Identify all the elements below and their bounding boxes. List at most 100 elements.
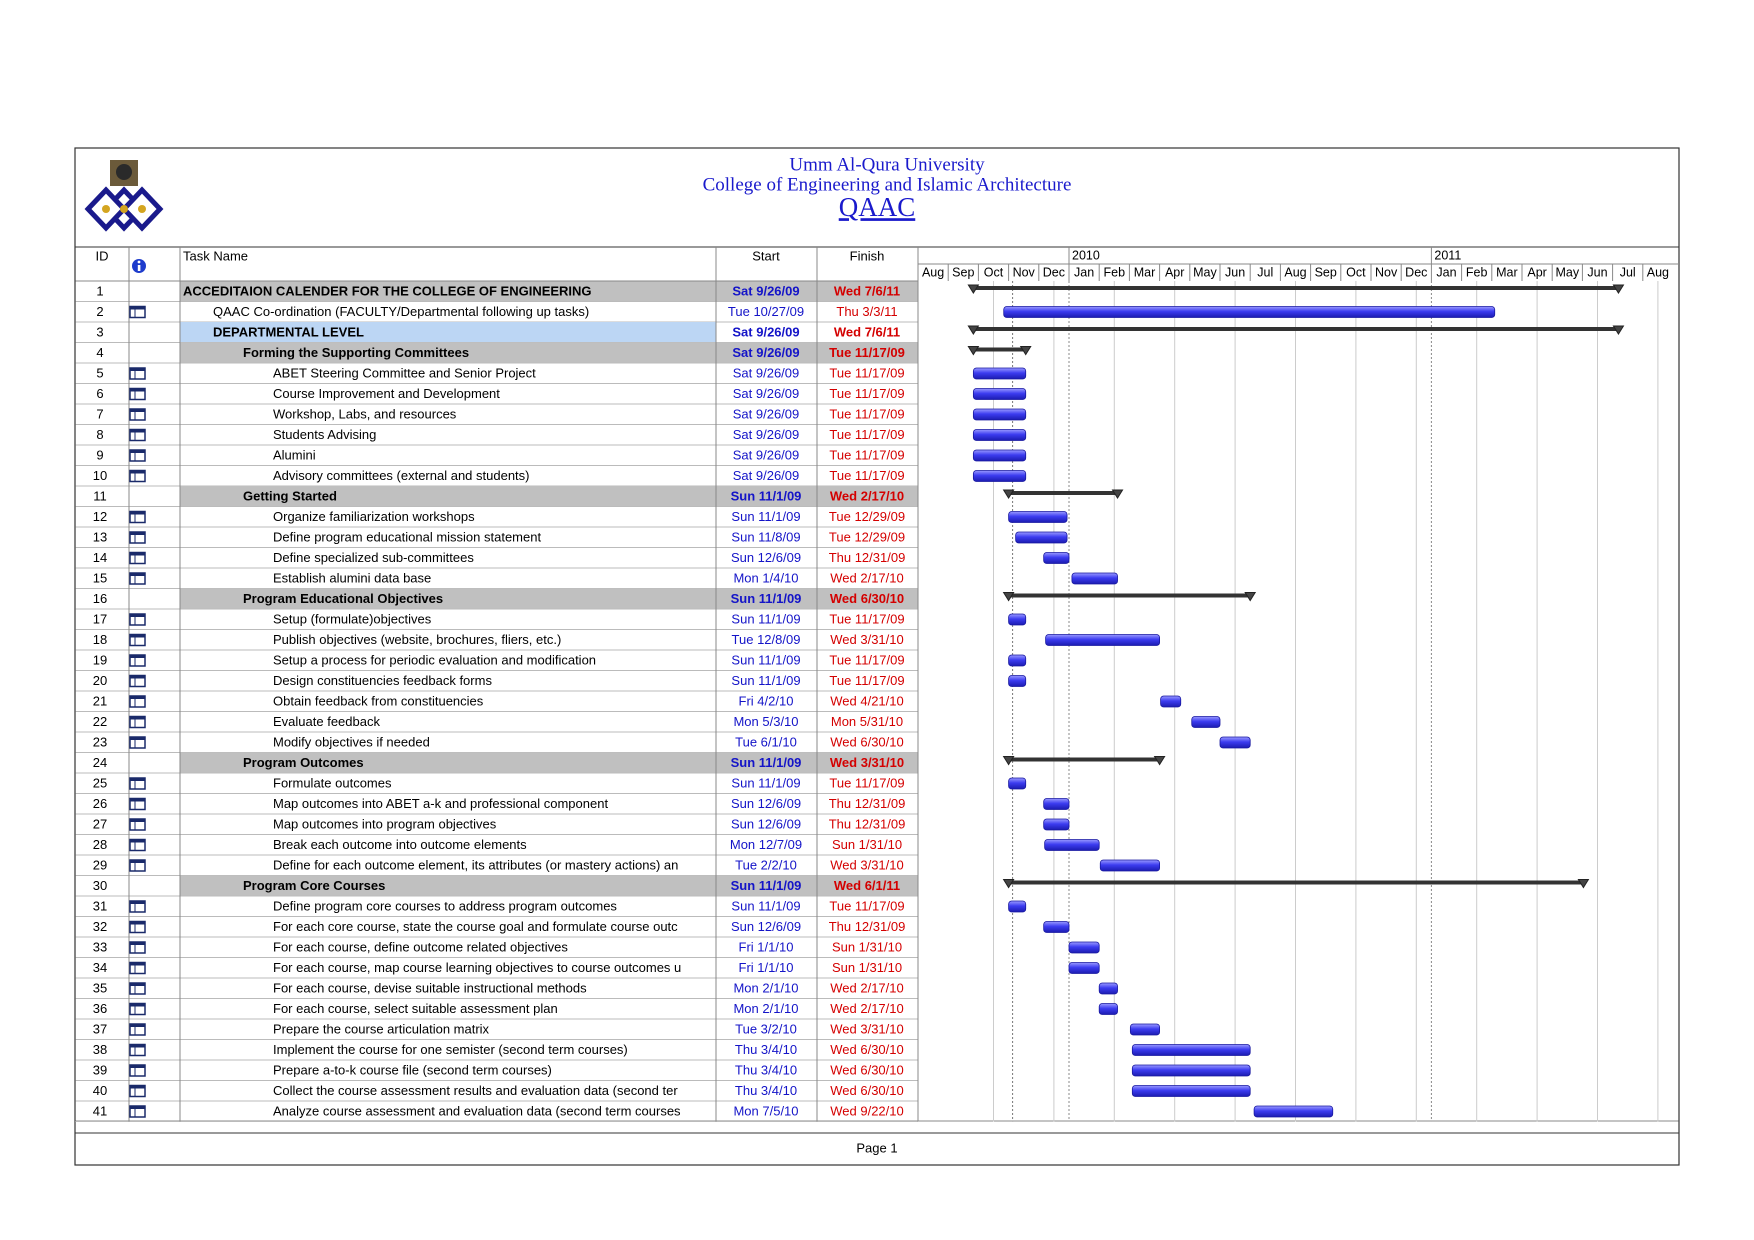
task-id: 10	[93, 468, 107, 483]
column-header: ID	[96, 248, 109, 263]
task-name: Collect the course assessment results an…	[273, 1083, 678, 1098]
task-bar	[972, 429, 1027, 441]
task-start: Sun 11/1/09	[731, 591, 802, 606]
month-label: Jun	[1225, 265, 1245, 279]
task-name: Analyze course assessment and evaluation…	[273, 1104, 681, 1119]
task-finish: Wed 6/30/10	[830, 1083, 903, 1098]
task-start: Sun 11/1/09	[731, 878, 802, 893]
task-finish: Thu 3/3/11	[836, 304, 897, 319]
task-finish: Tue 11/17/09	[829, 776, 904, 791]
task-name: Break each outcome into outcome elements	[273, 837, 527, 852]
month-label: May	[1555, 265, 1579, 279]
summary-bar	[973, 286, 1619, 290]
task-icon-bar	[130, 409, 145, 412]
task-start: Sun 12/6/09	[731, 817, 801, 832]
task-bar	[1045, 634, 1161, 646]
task-id: 33	[93, 940, 107, 955]
task-bar	[1043, 798, 1070, 810]
summary-marker	[1002, 489, 1015, 499]
task-finish: Wed 2/17/10	[830, 489, 904, 504]
task-id: 1	[96, 284, 103, 299]
task-start: Sun 12/6/09	[731, 796, 801, 811]
row-summary-bg	[180, 281, 918, 302]
task-finish: Sun 1/31/10	[832, 837, 902, 852]
task-bar	[972, 388, 1027, 400]
task-icon-bar	[130, 1003, 145, 1007]
task-id: 19	[93, 653, 107, 668]
task-icon-bar	[130, 839, 145, 843]
task-icon-bar	[130, 429, 145, 433]
task-finish: Wed 3/31/10	[830, 755, 904, 770]
task-icon-bar	[130, 921, 145, 925]
task-id: 30	[93, 878, 107, 893]
task-name: Organize familiarization workshops	[273, 509, 475, 524]
task-icon-bar	[130, 983, 145, 986]
task-id: 8	[96, 427, 103, 442]
task-bar	[1044, 839, 1100, 851]
month-label: Jul	[1620, 265, 1636, 279]
task-id: 40	[93, 1083, 107, 1098]
task-bar	[1068, 962, 1100, 974]
task-finish: Wed 6/1/11	[834, 878, 900, 893]
task-finish: Tue 11/17/09	[829, 612, 904, 627]
task-finish: Tue 12/29/09	[829, 530, 905, 545]
task-id: 24	[93, 755, 107, 770]
task-name: Obtain feedback from constituencies	[273, 694, 484, 709]
task-id: 15	[93, 571, 107, 586]
task-start: Fri 1/1/10	[739, 960, 794, 975]
footer-text: Page 1	[856, 1140, 897, 1155]
task-name: Define for each outcome element, its att…	[273, 858, 678, 873]
task-icon-bar	[130, 716, 145, 720]
task-icon-bar	[130, 860, 145, 863]
task-id: 34	[93, 960, 107, 975]
task-start: Sun 11/1/09	[731, 612, 800, 627]
task-name: Formulate outcomes	[273, 776, 392, 791]
logo	[84, 160, 164, 232]
task-icon-bar	[130, 532, 145, 535]
task-bar	[1008, 613, 1027, 626]
month-label: Dec	[1043, 265, 1065, 279]
task-name: Publish objectives (website, brochures, …	[273, 632, 561, 647]
task-finish: Sun 1/31/10	[832, 940, 902, 955]
task-name: Setup (formulate)objectives	[273, 612, 432, 627]
task-id: 39	[93, 1063, 107, 1078]
task-id: 32	[93, 919, 107, 934]
task-finish: Thu 12/31/09	[829, 817, 906, 832]
task-name: Map outcomes into ABET a-k and professio…	[273, 796, 608, 811]
year-label: 2011	[1434, 248, 1461, 262]
task-id: 27	[93, 817, 107, 832]
task-name: Prepare a-to-k course file (second term …	[273, 1063, 552, 1078]
task-id: 41	[93, 1104, 107, 1119]
task-name: Design constituencies feedback forms	[273, 673, 492, 688]
info-icon	[132, 259, 146, 273]
task-start: Sun 11/1/09	[731, 899, 800, 914]
task-id: 31	[93, 899, 107, 914]
task-id: 17	[93, 612, 107, 627]
task-start: Thu 3/4/10	[735, 1063, 797, 1078]
task-start: Sun 11/1/09	[731, 653, 800, 668]
task-name: Students Advising	[273, 427, 376, 442]
summary-bar	[1008, 880, 1584, 885]
summary-marker	[967, 325, 980, 335]
task-name: For each course, map course learning obj…	[273, 960, 681, 975]
summary-bar	[1008, 757, 1160, 762]
task-start: Sun 11/1/09	[731, 755, 802, 770]
task-icon-bar	[130, 798, 145, 802]
task-finish: Wed 3/31/10	[830, 1022, 903, 1037]
task-name: Implement the course for one semister (s…	[273, 1042, 628, 1057]
task-bar	[1003, 306, 1496, 318]
task-icon-bar	[130, 552, 145, 556]
task-finish: Tue 11/17/09	[829, 468, 904, 483]
task-icon-bar	[130, 655, 145, 658]
month-label: Jul	[1257, 265, 1273, 279]
task-finish: Wed 7/6/11	[834, 325, 900, 340]
task-finish: Tue 11/17/09	[829, 407, 904, 422]
task-start: Sun 11/1/09	[731, 509, 800, 524]
task-name: Modify objectives if needed	[273, 735, 430, 750]
task-icon-bar	[130, 819, 145, 822]
task-name: For each course, select suitable assessm…	[273, 1001, 558, 1016]
row-summary-bg	[180, 342, 918, 363]
task-start: Tue 12/8/09	[732, 632, 801, 647]
task-icon-bar	[130, 388, 145, 392]
summary-marker	[1153, 756, 1166, 766]
